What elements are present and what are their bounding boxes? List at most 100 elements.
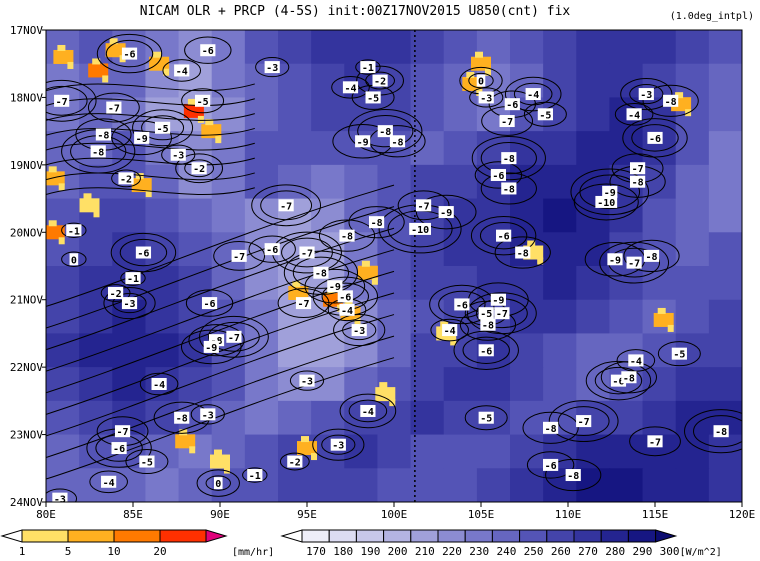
contour-label: -7 <box>226 330 242 344</box>
precip-colorbar-label: 10 <box>107 545 120 558</box>
contour-line <box>462 336 510 364</box>
contour-label-text: -8 <box>391 137 403 148</box>
contour-label-text: -7 <box>233 252 245 263</box>
contour-line <box>470 215 537 256</box>
olr-cell <box>443 367 478 402</box>
olr-cell <box>377 30 412 65</box>
olr-cell <box>609 131 644 166</box>
olr-cell <box>377 299 412 335</box>
contour-label-text: -2 <box>110 289 122 300</box>
contour-label-box <box>337 290 353 303</box>
contour-label-text: -6 <box>492 171 504 182</box>
olr-cell <box>609 30 644 65</box>
contour-line <box>631 124 679 152</box>
olr-cell <box>377 468 412 502</box>
contour-label-box <box>671 347 687 360</box>
olr-cell <box>311 63 345 99</box>
olr-cell <box>510 400 544 436</box>
x-tick-label: 90E <box>210 508 230 521</box>
contour-label-text: -8 <box>632 178 644 189</box>
contour-line <box>494 236 551 269</box>
olr-cell <box>576 266 611 301</box>
contour-label-text: -3 <box>266 63 278 74</box>
olr-cell <box>708 198 742 233</box>
olr-cell <box>244 30 279 65</box>
contour-label-text: -5 <box>673 350 685 361</box>
olr-cell <box>476 468 511 502</box>
contour-label-text: -7 <box>117 427 129 438</box>
olr-cell <box>377 232 412 267</box>
olr-colorbar-label: 170 <box>306 545 326 558</box>
contour-label-box <box>626 108 642 121</box>
contour-label: -4 <box>342 81 359 94</box>
contour-label-box <box>114 425 131 438</box>
olr-cell <box>79 367 113 402</box>
olr-cell <box>278 164 312 200</box>
olr-cell <box>609 468 644 502</box>
olr-cell <box>377 266 412 301</box>
contour-label: -1 <box>125 272 141 285</box>
olr-cell <box>576 299 611 335</box>
olr-cell <box>576 63 611 99</box>
olr-colorbar-label: 230 <box>469 545 489 558</box>
contour-line <box>430 318 469 342</box>
contour-line <box>46 172 255 181</box>
contour-label: -8 <box>515 246 531 260</box>
contour-label-text: -3 <box>480 93 492 104</box>
contour-line <box>622 118 688 158</box>
contour-label-text: -9 <box>205 343 217 354</box>
contour-label-box <box>108 286 124 299</box>
contour-label-text: -6 <box>456 300 468 311</box>
olr-cell <box>443 97 478 132</box>
contour-line <box>573 183 639 221</box>
olr-cell <box>675 299 710 335</box>
contour-label-box <box>372 74 388 87</box>
contour-label: -6 <box>478 344 494 357</box>
olr-cell <box>311 97 345 132</box>
contour-label: -8 <box>643 249 660 263</box>
precip-cell <box>224 466 230 474</box>
contour-line <box>277 288 330 318</box>
contour-label-box <box>628 354 644 367</box>
u850-contours <box>46 33 742 502</box>
contour-label-box <box>438 206 454 219</box>
contour-label: -3 <box>52 492 68 502</box>
contour-label: -8 <box>339 229 355 243</box>
precip-cell <box>131 178 152 193</box>
contour-line <box>141 115 185 141</box>
contour-line <box>112 292 147 314</box>
contour-label: -6 <box>543 458 559 472</box>
precip-cell <box>210 454 230 469</box>
contour-label-box <box>499 115 515 128</box>
contour-label-text: -7 <box>228 333 240 344</box>
precip-cell <box>657 307 666 314</box>
precip-patch <box>53 44 74 69</box>
contour-label-box <box>154 121 171 134</box>
contour-label: -9 <box>607 253 623 266</box>
x-tick-label: 85E <box>123 508 143 521</box>
chart-title: NICAM OLR + PRCP (4-5S) init:00Z17NOV201… <box>140 4 571 19</box>
contour-label-text: -8 <box>503 184 515 195</box>
contour-label-text: -4 <box>344 83 356 94</box>
contour-line <box>469 87 504 108</box>
contour-labels: -6 -6-4-7 -5-7-5-8 -9-8 -3-2-2-10-6-1-2-3-3-… <box>52 44 729 502</box>
olr-cell <box>708 333 742 368</box>
contour-line <box>355 59 381 75</box>
contour-label: -6 <box>121 47 138 61</box>
precip-cell <box>93 210 100 218</box>
olr-colorbar-label: 190 <box>360 545 380 558</box>
contour-label: -7 <box>576 415 592 428</box>
contour-label: -4 <box>339 303 355 317</box>
contour-line <box>629 426 681 457</box>
olr-colorbar-label: 200 <box>388 545 408 558</box>
precip-colorbar-label: 20 <box>153 545 166 558</box>
contour-label-text: -7 <box>578 417 590 428</box>
olr-cell <box>543 63 577 99</box>
contour-line <box>331 76 370 99</box>
olr-cell <box>410 367 445 402</box>
contour-label-text: -8 <box>176 414 188 425</box>
contour-line <box>570 168 650 216</box>
precip-cell <box>48 220 57 227</box>
contour-label-text: -6 <box>123 50 135 61</box>
